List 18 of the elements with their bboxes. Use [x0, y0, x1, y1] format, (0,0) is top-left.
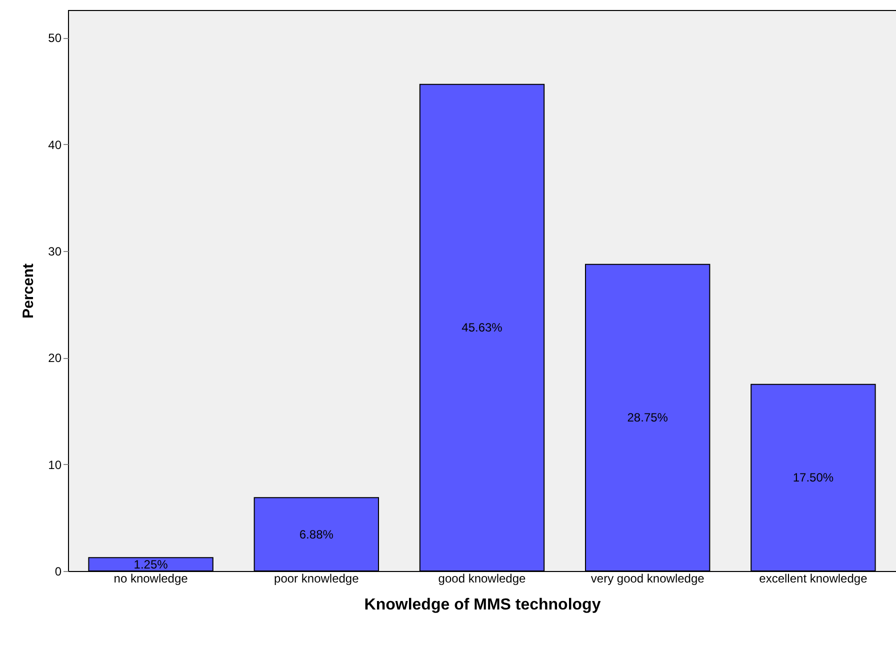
data-label: 6.88%: [299, 527, 334, 542]
y-tick-label: 10: [48, 458, 62, 472]
x-tick-label: very good knowledge: [590, 572, 705, 586]
x-tick-label: good knowledge: [438, 572, 526, 586]
x-axis-title: Knowledge of MMS technology: [364, 596, 601, 614]
y-tick-label: 30: [48, 244, 62, 259]
data-label: 45.63%: [462, 320, 503, 335]
data-label: 1.25%: [134, 557, 168, 572]
y-tick-label: 40: [48, 138, 62, 152]
y-axis-title: Percent: [20, 263, 38, 319]
x-tick-label: excellent knowledge: [759, 572, 868, 586]
y-tick-label: 0: [54, 564, 62, 578]
y-tick-label: 50: [48, 31, 62, 46]
x-tick-label: poor knowledge: [274, 572, 360, 586]
y-tick-label: 20: [48, 351, 62, 366]
data-label: 17.50%: [792, 470, 834, 485]
data-label: 28.75%: [627, 410, 668, 425]
x-tick-label: no knowledge: [114, 572, 188, 586]
